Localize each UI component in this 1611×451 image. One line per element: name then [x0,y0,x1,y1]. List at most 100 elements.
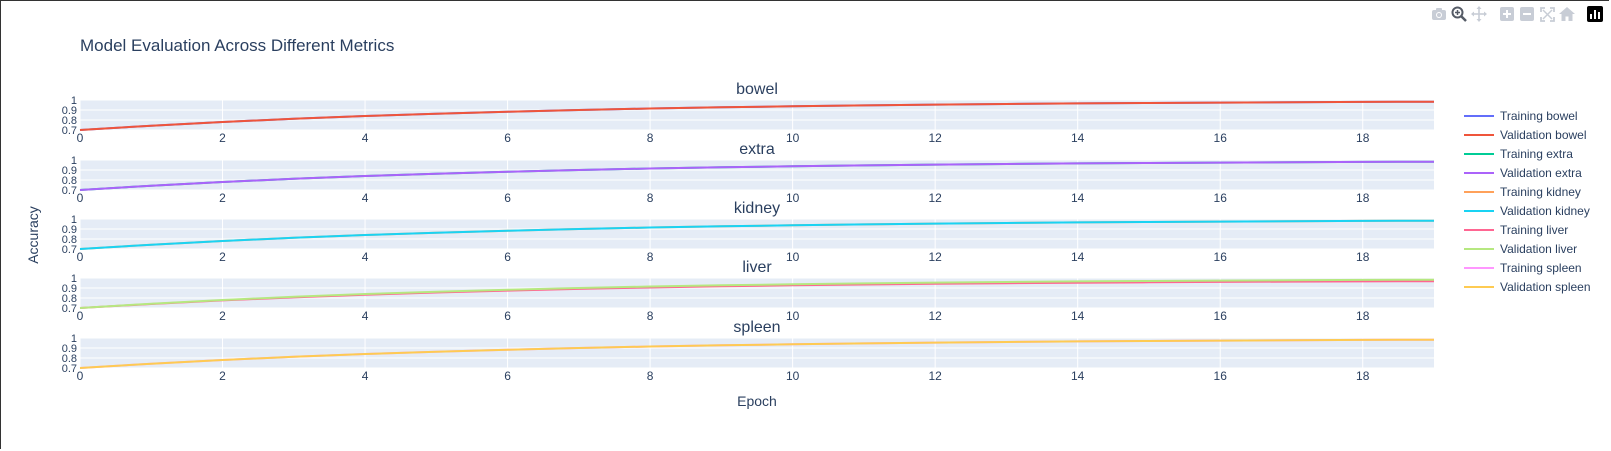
x-tick-label: 10 [786,369,800,383]
reset-axes-icon[interactable] [1557,5,1577,23]
x-tick-label: 12 [928,131,942,145]
legend-swatch [1464,190,1494,193]
legend-label: Validation extra [1500,165,1582,180]
modebar [1429,5,1605,23]
y-tick-label: 0.7 [62,303,77,315]
legend-item[interactable]: Training liver [1464,220,1591,239]
x-tick-label: 18 [1356,309,1370,323]
x-tick-label: 16 [1214,309,1228,323]
subplot-background [80,219,1434,249]
x-tick-label: 14 [1071,250,1085,264]
x-tick-label: 10 [786,250,800,264]
series-line-validation-bowel [79,100,1435,131]
legend-label: Training bowel [1500,108,1578,123]
x-tick-label: 8 [647,369,654,383]
legend-item[interactable]: Training spleen [1464,258,1591,277]
x-tick-label: 14 [1071,369,1085,383]
legend-item[interactable]: Validation kidney [1464,201,1591,220]
x-tick-label: 14 [1071,309,1085,323]
subplot-spleen [79,337,1434,369]
x-tick-label: 12 [928,191,942,205]
subplot-title: liver [742,259,772,276]
x-tick-label: 8 [647,131,654,145]
legend-item[interactable]: Validation extra [1464,163,1591,182]
subplot-title: bowel [736,81,778,98]
subplot-background [80,278,1434,308]
x-tick-label: 6 [504,191,511,205]
legend-label: Training liver [1500,222,1569,237]
y-tick-label: 0.8 [62,175,77,187]
legend-swatch [1464,285,1494,288]
y-tick-label: 0.9 [62,283,77,295]
y-tick-label: 0.8 [62,234,77,246]
x-tick-label: 18 [1356,250,1370,264]
x-tick-label: 14 [1071,191,1085,205]
subplot-liver [79,277,1434,309]
x-tick-label: 4 [362,131,369,145]
y-tick-label: 1 [71,214,77,226]
legend-label: Training kidney [1500,184,1581,199]
x-tick-label: 16 [1214,191,1228,205]
subplot-bowel [79,99,1434,131]
legend-label: Validation bowel [1500,127,1587,142]
legend-item[interactable]: Training extra [1464,144,1591,163]
autoscale-icon[interactable] [1537,5,1557,23]
x-tick-label: 10 [786,131,800,145]
legend-label: Validation spleen [1500,279,1591,294]
x-tick-label: 6 [504,131,511,145]
series-line-validation-spleen [79,338,1435,369]
x-tick-label: 12 [928,309,942,323]
subplot-title: extra [739,141,775,158]
x-tick-label: 6 [504,309,511,323]
legend-swatch [1464,152,1494,155]
x-tick-label: 6 [504,369,511,383]
y-tick-label: 0.7 [62,363,77,375]
x-tick-label: 0 [77,250,84,264]
y-tick-label: 0.9 [62,343,77,355]
zoom-in-icon[interactable] [1497,5,1517,23]
legend: Training bowel Validation bowel Training e… [1464,106,1591,296]
x-tick-label: 8 [647,250,654,264]
pan-icon[interactable] [1469,5,1489,23]
plotly-logo-icon[interactable] [1585,5,1605,23]
x-tick-label: 0 [77,369,84,383]
subplot-title: spleen [733,319,780,336]
y-tick-label: 1 [71,333,77,345]
legend-item[interactable]: Validation liver [1464,239,1591,258]
legend-item[interactable]: Training bowel [1464,106,1591,125]
subplot-background [80,100,1434,130]
subplot-title: kidney [734,200,780,217]
x-tick-label: 16 [1214,250,1228,264]
x-tick-label: 18 [1356,131,1370,145]
zoom-icon[interactable] [1449,5,1469,23]
y-tick-label: 0.9 [62,224,77,236]
x-tick-label: 6 [504,250,511,264]
y-tick-label: 0.9 [62,165,77,177]
x-tick-label: 2 [219,369,226,383]
legend-item[interactable]: Validation bowel [1464,125,1591,144]
y-tick-label: 0.8 [62,353,77,365]
y-tick-label: 0.7 [62,244,77,256]
y-tick-label: 0.8 [62,293,77,305]
x-tick-label: 16 [1214,369,1228,383]
y-tick-label: 0.7 [62,125,77,137]
camera-icon[interactable] [1429,5,1449,23]
y-tick-label: 0.7 [62,185,77,197]
legend-label: Validation liver [1500,241,1578,256]
legend-label: Validation kidney [1500,203,1590,218]
y-tick-label: 0.8 [62,115,77,127]
legend-swatch [1464,266,1494,269]
x-tick-label: 0 [77,309,84,323]
zoom-out-icon[interactable] [1517,5,1537,23]
legend-swatch [1464,114,1494,117]
y-tick-label: 1 [71,155,77,167]
chart-title: Model Evaluation Across Different Metric… [80,36,395,55]
legend-item[interactable]: Training kidney [1464,182,1591,201]
legend-item[interactable]: Validation spleen [1464,277,1591,296]
series-line-validation-extra [79,160,1435,191]
x-tick-label: 10 [786,191,800,205]
x-tick-label: 16 [1214,131,1228,145]
x-tick-label: 4 [362,309,369,323]
x-tick-label: 18 [1356,369,1370,383]
